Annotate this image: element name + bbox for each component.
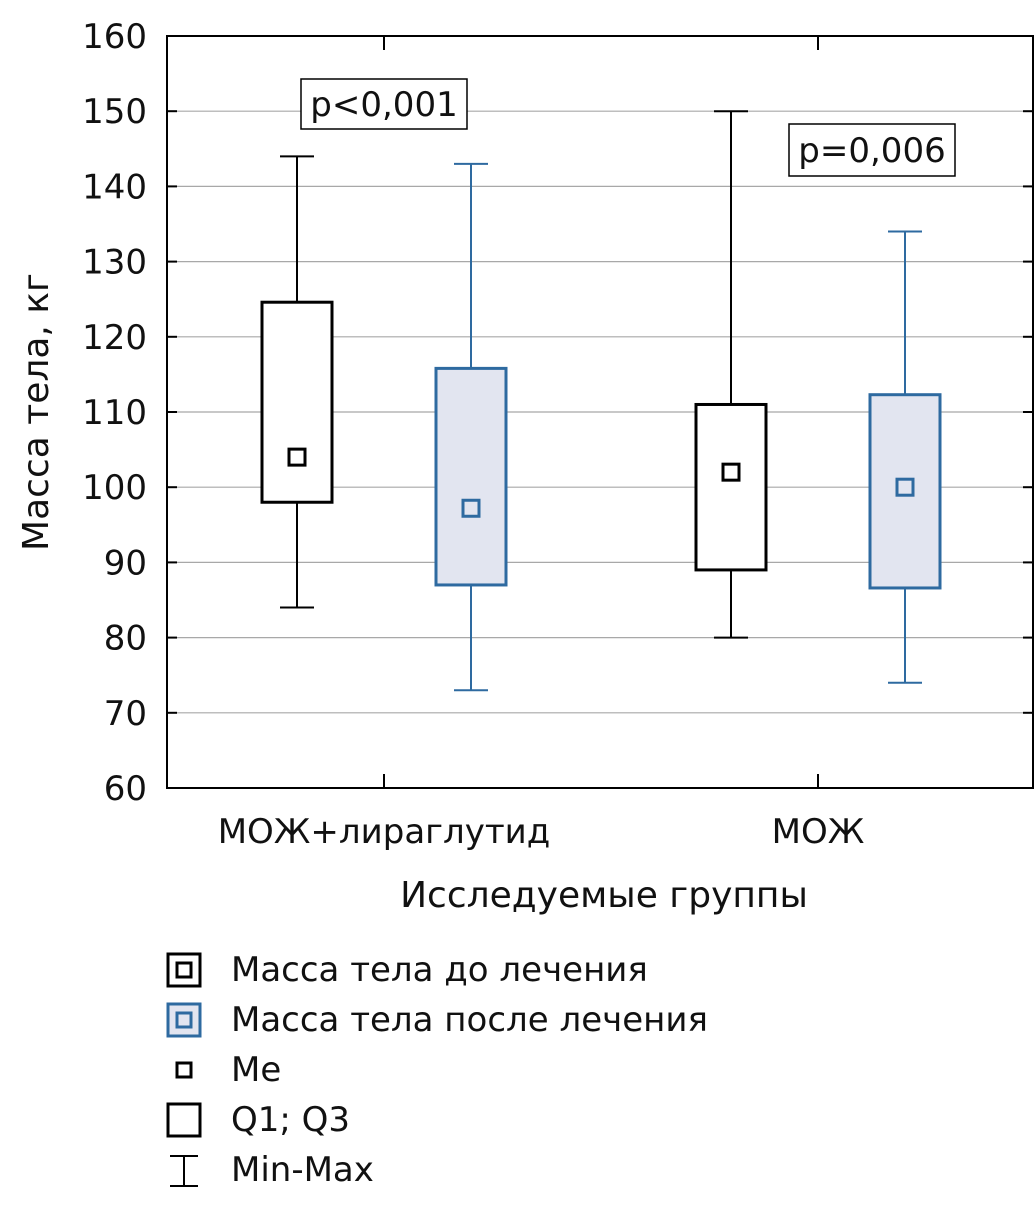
- median-marker: [721, 462, 741, 482]
- median-marker: [287, 447, 307, 467]
- legend: Масса тела до лечения Масса тела после л…: [165, 945, 708, 1195]
- boxplot-after-0: [434, 162, 508, 692]
- y-tick-label: 80: [104, 619, 147, 659]
- x-category-label: МОЖ+лираглутид: [218, 812, 551, 852]
- legend-label-whisker: Min-Max: [231, 1150, 374, 1190]
- y-tick-label: 140: [82, 167, 147, 207]
- p-value-label: p=0,006: [798, 131, 945, 171]
- x-category-label: МОЖ: [772, 812, 865, 852]
- p-value-label: p<0,001: [310, 85, 457, 125]
- y-tick-label: 120: [82, 318, 147, 358]
- median-marker: [461, 498, 481, 518]
- legend-item-box: Q1; Q3: [165, 1095, 708, 1145]
- legend-label-before: Масса тела до лечения: [231, 950, 648, 990]
- iqr-box: [694, 402, 768, 572]
- legend-label-after: Масса тела после лечения: [231, 1000, 708, 1040]
- box-icon: [165, 1098, 209, 1142]
- p-value-box: [300, 78, 468, 130]
- p-value-box: [788, 123, 956, 177]
- axis-ticks: 60 70 80 90 100 110 120 130 140 150 160 МОЖ+лираглу…: [82, 17, 1033, 852]
- median-marker: [895, 477, 915, 497]
- y-tick-label: 160: [82, 17, 147, 57]
- group-before-icon: [165, 948, 209, 992]
- legend-item-before: Масса тела до лечения: [165, 945, 708, 995]
- boxplot-chart: p<0,001 p=0,006 60 70 80 90 100 110 120 130 140 15…: [16, 17, 1034, 916]
- legend-item-median: Me: [165, 1045, 708, 1095]
- p-value-annotations: p<0,001 p=0,006: [300, 78, 956, 177]
- legend-label-box: Q1; Q3: [231, 1100, 351, 1140]
- group-after-icon: [165, 998, 209, 1042]
- median-icon: [165, 1048, 209, 1092]
- y-tick-label: 150: [82, 92, 147, 132]
- boxplot-series: [260, 110, 942, 692]
- y-tick-label: 70: [104, 694, 147, 734]
- iqr-box: [260, 300, 334, 504]
- legend-label-median: Me: [231, 1050, 282, 1090]
- y-tick-label: 60: [104, 769, 147, 809]
- boxplot-after-1: [868, 230, 942, 684]
- y-tick-label: 100: [82, 468, 147, 508]
- y-tick-label: 90: [104, 543, 147, 583]
- y-tick-label: 130: [82, 243, 147, 283]
- legend-item-after: Масса тела после лечения: [165, 995, 708, 1045]
- y-tick-label: 110: [82, 393, 147, 433]
- boxplot-before-1: [694, 110, 768, 639]
- y-axis-title: Масса тела, кг: [16, 273, 57, 551]
- iqr-box: [434, 366, 508, 587]
- legend-item-whisker: Min-Max: [165, 1145, 708, 1195]
- boxplot-before-0: [260, 155, 334, 609]
- whisker-icon: [165, 1148, 209, 1192]
- x-axis-title: Исследуемые группы: [400, 875, 808, 916]
